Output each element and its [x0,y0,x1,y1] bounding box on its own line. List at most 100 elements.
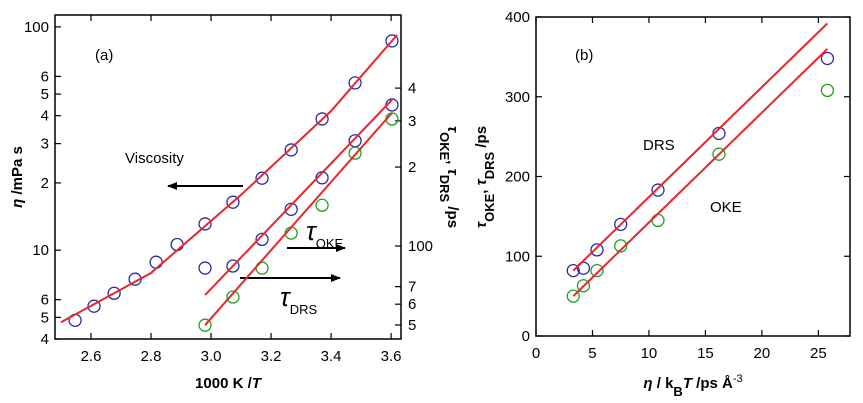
marker [576,279,591,293]
x-axis-label-part: / k [653,375,675,392]
fit-line [572,22,829,272]
fit-line [572,48,829,297]
x-axis-label-part: -3 [733,373,743,385]
marker [87,299,101,313]
annotation-part: τ [280,282,292,312]
marker [198,261,212,275]
x-tick-label: 2.8 [141,348,162,365]
x-axis-label: η / kBT /ps Å-3 [643,373,742,399]
marker [107,286,121,300]
x-tick-label: 20 [754,345,771,362]
y2-tick-label: 2 [408,159,416,176]
fit-line [60,34,398,324]
y-axis-label-part: DRS [482,151,497,179]
marker [385,34,399,48]
x-tick-label: 3.6 [381,348,402,365]
annotation: DRS [643,137,675,154]
y-tick-label: 2 [41,175,49,192]
fit-line [204,112,393,326]
marker [226,195,240,209]
x-axis-label-part: 1000 K / [195,375,253,392]
x-tick-label: 0 [532,345,540,362]
annotation-part: Viscosity [125,150,184,167]
y-axis-label-part: η [9,199,26,208]
marker [614,217,628,232]
y-tick-label: 100 [505,248,530,265]
x-tick-label: 3.0 [201,348,222,365]
annotation-part: OKE [316,236,344,251]
y-axis-label-part: , [473,185,490,193]
plot-frame-b [535,16,851,337]
marker [590,243,604,257]
annotation: τOKE [306,216,344,251]
y2-axis-label-part: DRS [438,175,453,203]
y2-tick-label: 100 [408,238,433,255]
y2-axis-label-part: /ps [444,202,461,228]
y-axis-label-part: τ [473,221,490,228]
x-tick-label: 2.6 [81,348,102,365]
annotation: τDRS [280,282,318,317]
marker [255,232,269,247]
y-tick-label: 5 [41,86,49,103]
y-axis-label: η /mPa s [9,146,26,208]
marker [226,259,240,273]
marker [590,263,604,278]
x-tick-label: 3.4 [321,348,342,365]
fit-line [204,99,393,296]
y-tick-label: 100 [24,19,49,36]
y2-tick-label: 6 [408,296,416,313]
y-axis-label-part: /ps [473,126,490,152]
panel-label: (a) [95,47,113,64]
marker [348,146,362,160]
marker [284,202,298,216]
x-axis-label-part: B [673,384,682,399]
marker [576,261,591,275]
annotation-part: OKE [710,199,742,216]
y2-axis-label-part: τ [444,169,461,176]
y-tick-label: 3 [41,136,49,153]
y-axis-label-part: OKE [482,193,497,222]
y-axis-label: τOKE, τDRS /ps [473,126,497,228]
marker [820,83,835,98]
y2-tick-label: 5 [408,317,416,334]
y-tick-label: 6 [41,292,49,309]
y2-axis-label-part: OKE [438,132,453,161]
marker [284,143,298,157]
marker [226,290,240,304]
x-tick-label: 5 [588,345,596,362]
y-tick-label: 200 [505,169,530,186]
marker [566,289,580,303]
x-tick-label: 3.2 [261,348,282,365]
y-tick-label: 6 [41,68,49,85]
y2-tick-label: 3 [408,113,416,130]
x-axis-label-part: T [683,375,694,392]
x-axis-label-part: T [252,375,263,392]
marker [820,51,835,66]
x-tick-label: 15 [697,345,714,362]
panel-label: (b) [575,47,593,64]
x-axis-label-part: η [643,375,652,392]
marker [255,171,269,185]
y2-tick-label: 7 [408,279,416,296]
annotation-part: τ [306,216,318,246]
marker [651,213,665,228]
y-tick-label: 5 [41,309,49,326]
marker [149,255,163,269]
marker [348,134,362,148]
marker [712,147,726,161]
marker [566,263,580,278]
annotation-part: DRS [643,137,675,154]
marker [315,112,329,126]
annotation: OKE [710,199,742,216]
y2-axis-label: τOKE, τDRS /ps [438,126,462,228]
marker [315,198,329,212]
y2-axis-label-part: , [444,160,461,168]
y-axis-label-part: τ [473,178,490,185]
y-tick-label: 4 [41,331,49,348]
marker [614,239,628,253]
y2-tick-label: 4 [408,80,416,97]
y2-axis-label-part: τ [444,126,461,133]
marker [198,318,212,332]
x-tick-label: 25 [810,345,827,362]
